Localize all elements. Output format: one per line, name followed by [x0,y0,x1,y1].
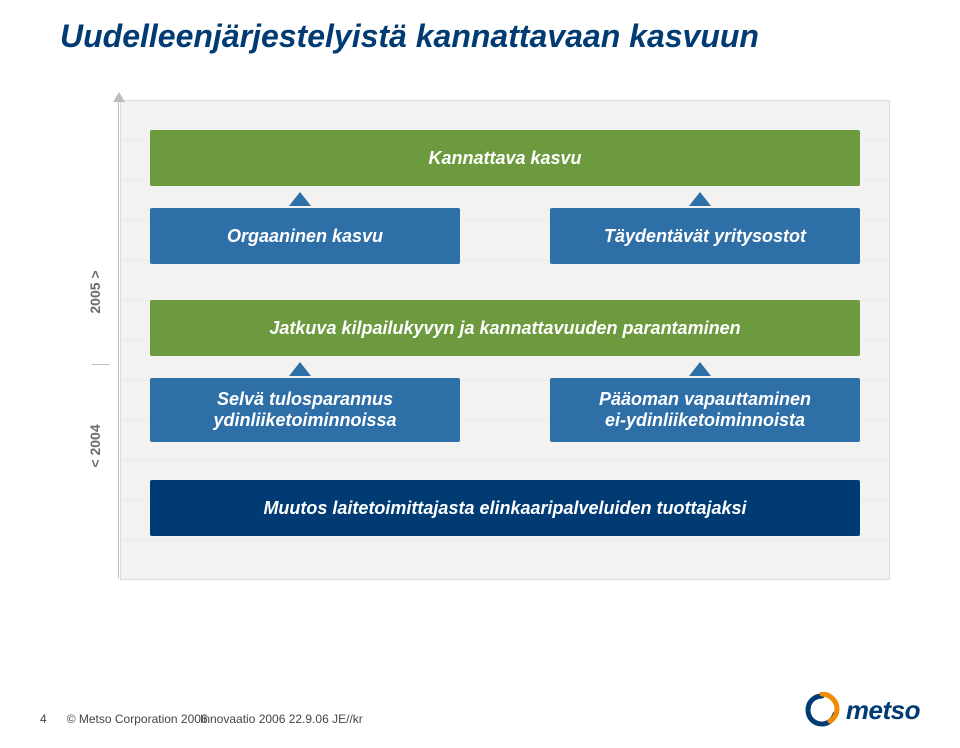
box-label: Selvä tulosparannus ydinliiketoiminnoiss… [213,389,396,431]
y-label-2004: < 2004 [87,424,103,467]
arrow-icon [289,192,311,206]
y-axis-labels: < 2004 2005 > [75,100,115,580]
y-axis-line [118,102,119,578]
page-number: 4 [40,712,47,726]
box-muutos-laitetoimittajasta: Muutos laitetoimittajasta elinkaaripalve… [150,480,860,536]
footer-right: Innovaatio 2006 22.9.06 JE//kr [200,712,363,726]
box-label: Täydentävät yritysostot [604,226,806,247]
box-label: Kannattava kasvu [428,148,581,169]
box-label: Orgaaninen kasvu [227,226,383,247]
y-label-2005: 2005 > [87,270,103,313]
metso-swirl-icon [804,692,840,728]
arrow-icon [689,362,711,376]
y-axis-arrow-icon [113,92,125,102]
box-label: Muutos laitetoimittajasta elinkaaripalve… [263,498,746,519]
copyright: © Metso Corporation 2006 [67,712,208,726]
slide: Uudelleenjärjestelyistä kannattavaan kas… [0,0,960,748]
footer-left: 4 © Metso Corporation 2006 [40,712,208,726]
metso-logo: metso [804,692,920,728]
arrow-icon [289,362,311,376]
slide-title: Uudelleenjärjestelyistä kannattavaan kas… [60,18,759,55]
box-selva-tulosparannus: Selvä tulosparannus ydinliiketoiminnoiss… [150,378,460,442]
box-taydentavat-yritysostot: Täydentävät yritysostot [550,208,860,264]
box-label: Pääoman vapauttaminen ei-ydinliiketoimin… [599,389,811,431]
box-paaoman-vapauttaminen: Pääoman vapauttaminen ei-ydinliiketoimin… [550,378,860,442]
box-orgaaninen-kasvu: Orgaaninen kasvu [150,208,460,264]
y-axis-divider [92,364,110,365]
logo-text: metso [846,695,920,726]
arrow-icon [689,192,711,206]
box-label: Jatkuva kilpailukyvyn ja kannattavuuden … [269,318,740,339]
box-kannattava-kasvu: Kannattava kasvu [150,130,860,186]
box-jatkuva-kilpailukyvyn: Jatkuva kilpailukyvyn ja kannattavuuden … [150,300,860,356]
